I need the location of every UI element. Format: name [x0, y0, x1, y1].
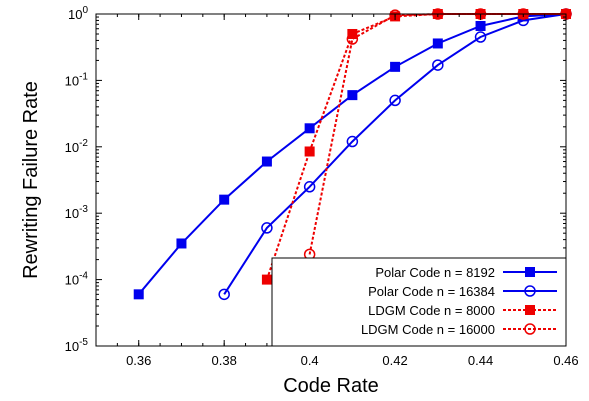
data-point: [475, 20, 486, 31]
y-tick-label: 10-2: [65, 138, 89, 155]
data-point: [304, 146, 315, 157]
data-point: [218, 288, 230, 301]
data-point: [432, 59, 444, 71]
y-tick-label: 100: [68, 5, 88, 22]
data-point: [219, 194, 230, 205]
x-tick-label: 0.44: [468, 353, 493, 368]
legend-label: Polar Code n = 16384: [368, 284, 495, 299]
y-tick-label: 10-4: [65, 271, 89, 288]
legend-marker: [525, 267, 535, 277]
axes-layer: 0.36 0.38 0.4 0.42 0.44 0.46 10-5 10-4 10-3 10-2 1…: [65, 5, 579, 368]
x-axis-title: Code Rate: [283, 375, 379, 397]
x-tick-label: 0.42: [382, 353, 407, 368]
x-tick-label: 0.36: [126, 353, 151, 368]
y-tick-label: 10-1: [65, 71, 89, 88]
legend-marker: [524, 323, 536, 335]
data-point: [261, 156, 272, 167]
data-point: [261, 222, 273, 234]
x-tick-label: 0.46: [553, 353, 578, 368]
legend-marker: [524, 285, 536, 297]
series-line: [223, 13, 567, 295]
series-1: [133, 9, 571, 300]
x-tick-label: 0.4: [301, 353, 319, 368]
data-point: [390, 61, 401, 72]
data-point: [303, 181, 316, 193]
y-axis-title: Rewriting Failure Rate: [20, 81, 42, 279]
legend-label: LDGM Code n = 16000: [361, 322, 495, 337]
data-point: [474, 31, 487, 43]
data-point: [304, 123, 315, 134]
legend-label: LDGM Code n = 8000: [368, 303, 495, 318]
legend: Polar Code n = 8192 Polar Code n = 16384 L…: [271, 257, 567, 347]
y-tick-label: 10-5: [65, 337, 89, 354]
data-point: [389, 94, 401, 107]
data-point: [346, 135, 359, 148]
legend-label: Polar Code n = 8192: [375, 265, 495, 280]
y-tick-label: 10-3: [65, 204, 89, 221]
data-point: [347, 90, 358, 101]
x-tick-label: 0.38: [212, 353, 237, 368]
data-point: [389, 9, 401, 21]
data-point: [133, 289, 144, 300]
data-point: [261, 274, 272, 285]
data-point: [346, 33, 359, 45]
data-point: [432, 38, 443, 49]
data-point: [176, 238, 187, 249]
series-2: [218, 8, 572, 301]
legend-marker: [525, 305, 535, 315]
